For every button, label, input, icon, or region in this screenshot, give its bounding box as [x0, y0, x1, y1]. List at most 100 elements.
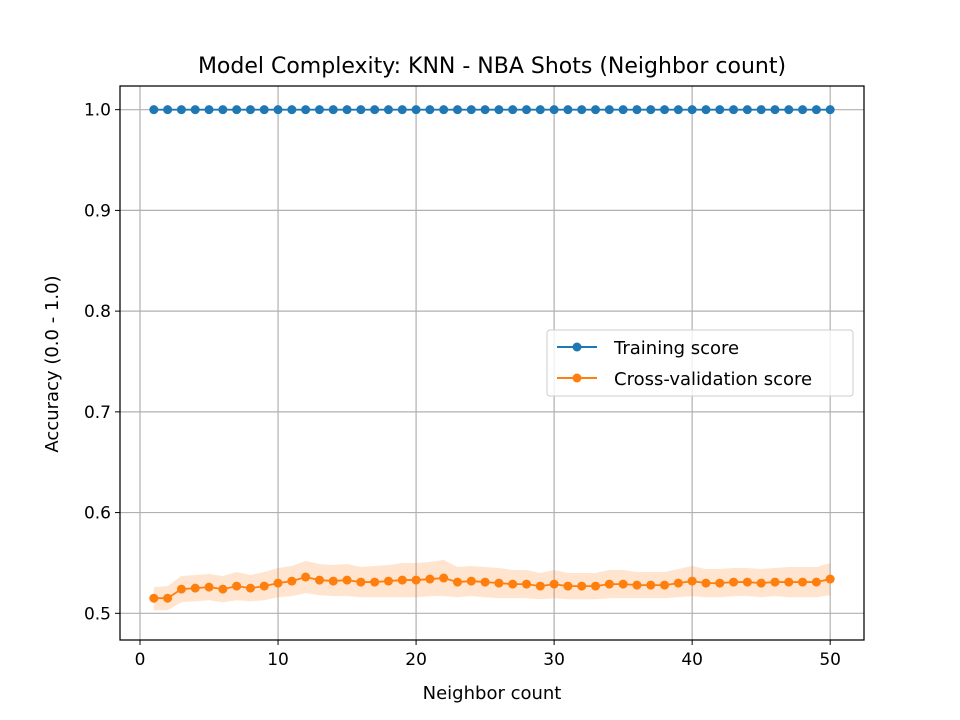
data-point-cv — [549, 579, 559, 589]
plot-area-frame — [119, 85, 865, 641]
data-point-cv — [508, 579, 518, 589]
data-point-cv — [522, 579, 532, 589]
data-point-cv — [618, 579, 628, 589]
y-tick-label: 0.6 — [84, 504, 111, 524]
data-point-cv — [452, 577, 462, 587]
data-point-training — [301, 105, 311, 115]
data-point-cv — [411, 575, 421, 585]
data-point-training — [439, 105, 449, 115]
data-point-cv — [535, 581, 545, 591]
data-point-training — [591, 105, 601, 115]
data-point-training — [784, 105, 794, 115]
data-point-training — [328, 105, 338, 115]
data-point-cv — [218, 584, 228, 594]
data-point-cv — [190, 583, 200, 593]
y-tick-label: 0.8 — [84, 302, 111, 322]
data-point-training — [701, 105, 711, 115]
data-point-cv — [439, 573, 449, 583]
data-point-cv — [273, 578, 283, 588]
data-point-cv — [425, 574, 435, 584]
y-axis-label: Accuracy (0.0 - 1.0) — [42, 275, 63, 452]
data-point-cv — [715, 578, 725, 588]
data-point-cv — [163, 593, 173, 603]
x-tick-label: 30 — [543, 650, 565, 670]
data-point-training — [425, 105, 435, 115]
legend-box — [546, 329, 854, 397]
data-point-training — [798, 105, 808, 115]
data-point-cv — [687, 576, 697, 586]
x-tick-label: 50 — [819, 650, 841, 670]
data-point-training — [411, 105, 421, 115]
data-point-training — [273, 105, 283, 115]
data-point-training — [383, 105, 393, 115]
data-point-training — [176, 105, 186, 115]
data-point-cv — [259, 581, 269, 591]
legend-label-cv: Cross-validation score — [614, 369, 812, 390]
data-point-training — [535, 105, 545, 115]
data-point-cv — [756, 578, 766, 588]
y-tick-label: 0.9 — [84, 201, 111, 221]
data-point-cv — [301, 572, 311, 582]
data-point-training — [729, 105, 739, 115]
data-point-cv — [287, 576, 297, 586]
data-point-cv — [356, 577, 366, 587]
data-point-training — [770, 105, 780, 115]
legend-marker-dot-cv — [572, 373, 582, 383]
data-point-cv — [701, 578, 711, 588]
data-point-cv — [383, 576, 393, 586]
data-point-cv — [149, 593, 159, 603]
y-tick-label: 0.5 — [84, 604, 111, 624]
data-point-cv — [604, 579, 614, 589]
data-point-training — [811, 105, 821, 115]
data-point-cv — [494, 578, 504, 588]
data-point-training — [577, 105, 587, 115]
data-point-training — [452, 105, 462, 115]
data-point-cv — [632, 580, 642, 590]
data-point-training — [563, 105, 573, 115]
data-point-training — [356, 105, 366, 115]
data-point-training — [149, 105, 159, 115]
data-point-training — [204, 105, 214, 115]
data-point-training — [287, 105, 297, 115]
data-point-training — [314, 105, 324, 115]
data-point-training — [218, 105, 228, 115]
data-point-cv — [342, 575, 352, 585]
data-point-training — [618, 105, 628, 115]
data-point-cv — [825, 574, 835, 584]
data-point-training — [522, 105, 532, 115]
band-cv — [153, 559, 831, 611]
data-point-training — [742, 105, 752, 115]
data-point-training — [756, 105, 766, 115]
data-point-training — [259, 105, 269, 115]
data-point-cv — [397, 575, 407, 585]
data-point-training — [342, 105, 352, 115]
legend-marker-dot-training — [572, 342, 582, 352]
axis-ticks: 0 10 20 30 40 50 0.5 0.6 0.7 0.8 0.9 1.0 — [84, 101, 841, 670]
data-point-cv — [480, 577, 490, 587]
data-point-training — [715, 105, 725, 115]
data-point-training — [549, 105, 559, 115]
data-point-training — [232, 105, 242, 115]
series-lines — [149, 105, 835, 603]
data-point-training — [687, 105, 697, 115]
x-tick-label: 0 — [135, 650, 146, 670]
data-point-training — [466, 105, 476, 115]
data-point-training — [632, 105, 642, 115]
data-point-cv — [314, 575, 324, 585]
y-tick-label: 1.0 — [84, 101, 111, 121]
data-point-training — [825, 105, 835, 115]
data-point-cv — [784, 577, 794, 587]
data-point-training — [163, 105, 173, 115]
data-point-training — [397, 105, 407, 115]
x-tick-label: 10 — [267, 650, 289, 670]
data-point-cv — [591, 581, 601, 591]
data-point-cv — [466, 576, 476, 586]
x-tick-label: 40 — [681, 650, 703, 670]
legend-label-training: Training score — [613, 338, 739, 359]
data-point-cv — [729, 577, 739, 587]
data-point-cv — [673, 578, 683, 588]
data-point-cv — [577, 581, 587, 591]
data-point-cv — [328, 576, 338, 586]
data-point-cv — [660, 580, 670, 590]
